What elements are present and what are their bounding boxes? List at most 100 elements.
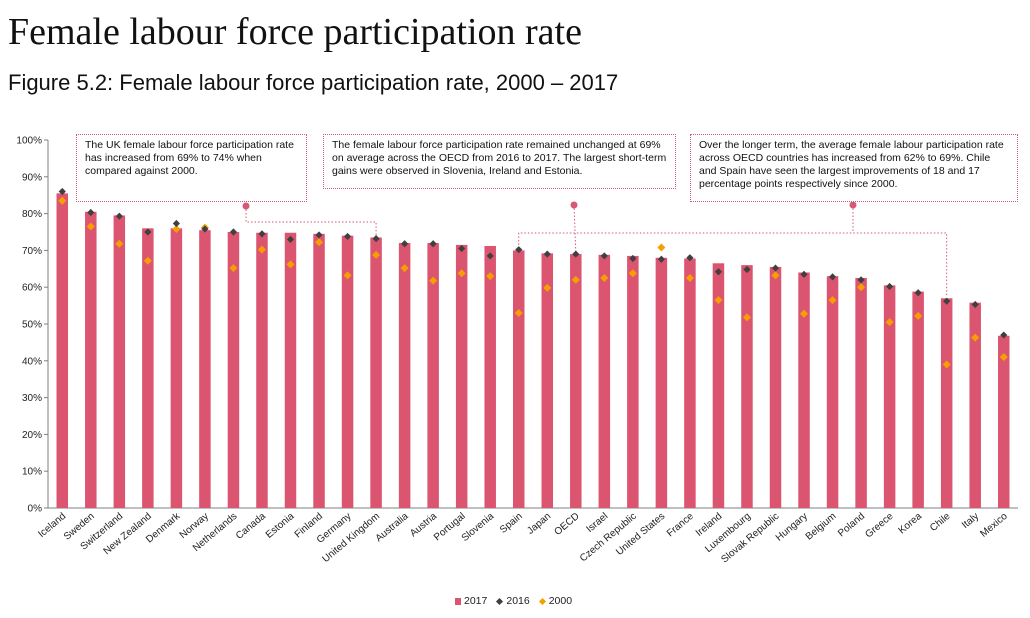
marker-2000-iceland (58, 196, 67, 205)
bar-austria (427, 243, 439, 509)
annotation-uk: The UK female labour force participation… (76, 134, 307, 202)
marker-2000-finland (315, 238, 324, 247)
marker-2000-greece (885, 318, 894, 327)
marker-2016-germany (343, 232, 352, 241)
x-tick-label: France (665, 511, 696, 540)
marker-2000-sweden (86, 222, 95, 231)
marker-2000-new-zealand (143, 256, 152, 265)
page-title: Female labour force participation rate (8, 11, 582, 53)
marker-2016-canada (258, 230, 266, 238)
annotation-oecd-text: The female labour force participation ra… (332, 139, 667, 177)
marker-2016-luxembourg (743, 265, 751, 274)
marker-2000-australia (400, 264, 409, 273)
y-tick-label: 10% (22, 467, 42, 478)
marker-2016-chile (943, 297, 951, 305)
y-tick-label: 90% (22, 172, 42, 183)
marker-2000-united-kingdom (372, 250, 381, 259)
bar-spain (512, 250, 525, 508)
bar-portugal (455, 244, 468, 508)
annotation-uk-text: The UK female labour force participation… (85, 139, 294, 177)
marker-2016-slovak-republic (771, 264, 780, 272)
bar-oecd (570, 254, 582, 508)
marker-2016-norway (201, 225, 209, 233)
marker-2000-slovak-republic (771, 271, 780, 280)
chart-bars (56, 193, 1010, 509)
bar-luxembourg (741, 265, 753, 508)
marker-2016-poland (857, 276, 865, 284)
connector-long-term (518, 232, 948, 297)
y-tick-label: 70% (22, 246, 42, 257)
marker-2000-spain (514, 308, 523, 317)
marker-2000-belgium (828, 296, 837, 305)
marker-2016-denmark (172, 219, 180, 228)
bar-japan (541, 253, 554, 508)
x-tick-label: Chile (928, 511, 953, 534)
x-tick-label: Australia (374, 511, 411, 545)
marker-2000-canada (257, 245, 266, 254)
marker-2000-ireland (714, 296, 723, 305)
legend-swatch-2016 (496, 597, 504, 605)
x-tick-label: Poland (836, 511, 867, 539)
x-tick-label: Korea (897, 511, 925, 537)
marker-2000-czech-republic (628, 269, 637, 278)
bar-slovenia (484, 245, 496, 508)
x-tick-label: Italy (960, 511, 981, 531)
bar-canada (256, 232, 268, 508)
connector-oecd (573, 204, 577, 253)
marker-2016-netherlands (229, 228, 238, 236)
marker-2000-hungary (800, 309, 809, 318)
marker-2000-luxembourg (742, 313, 751, 322)
bar-estonia (284, 232, 297, 508)
bar-finland (313, 233, 325, 508)
marker-2000-denmark (172, 225, 181, 234)
y-tick-label: 100% (16, 136, 42, 147)
bar-ireland (712, 263, 725, 508)
marker-2016-belgium (828, 273, 837, 281)
y-tick-labels: 0% 10% 20% 30% 40% 50% 60% 70% 80% 90% 100% (16, 136, 42, 515)
marker-2016-portugal (458, 244, 466, 253)
legend-label-2016: 2016 (506, 595, 530, 607)
marker-2016-france (686, 254, 694, 262)
marker-2016-australia (401, 240, 409, 248)
marker-2016-united-kingdom (372, 235, 380, 243)
marker-2016-hungary (800, 270, 808, 278)
bar-korea (912, 291, 924, 508)
legend-item-2000: 2000 (538, 595, 572, 607)
x-tick-label: Canada (234, 511, 268, 542)
legend-label-2017: 2017 (464, 595, 488, 607)
marker-2016-oecd (572, 250, 580, 258)
marker-2000-italy (971, 333, 980, 342)
x-tick-label: Greece (863, 511, 896, 541)
bar-hungary (798, 272, 810, 508)
annotation-long-term: Over the longer term, the average female… (690, 134, 1018, 202)
marker-2000-slovenia (486, 272, 495, 281)
bar-denmark (170, 228, 183, 508)
bar-chile (940, 298, 953, 508)
marker-2016-greece (886, 282, 894, 291)
marker-2016-united-states (657, 255, 665, 263)
connector-dot-uk (242, 202, 250, 210)
bar-czech-republic (627, 255, 639, 508)
marker-2016-spain (515, 246, 523, 254)
y-tick-label: 30% (22, 393, 42, 404)
bar-slovak-republic (769, 266, 782, 508)
marker-2016-korea (914, 289, 922, 297)
x-tick-label: Mexico (978, 511, 1010, 540)
x-tick-label: Slovenia (460, 511, 497, 544)
marker-2000-japan (543, 283, 552, 292)
marker-2016-austria (429, 240, 437, 248)
legend-swatch-2017 (455, 597, 461, 605)
figure-title: Figure 5.2: Female labour force particip… (8, 70, 619, 95)
marker-2000-israel (600, 274, 609, 282)
bar-new-zealand (142, 228, 154, 508)
marker-2000-austria (429, 276, 438, 285)
marker-2000-estonia (286, 260, 295, 269)
marker-2000-france (685, 274, 694, 282)
bar-germany (341, 235, 354, 508)
marker-2016-switzerland (115, 212, 123, 220)
marker-2016-finland (315, 231, 323, 239)
y-tick-label: 60% (22, 283, 42, 294)
bar-australia (398, 243, 411, 509)
